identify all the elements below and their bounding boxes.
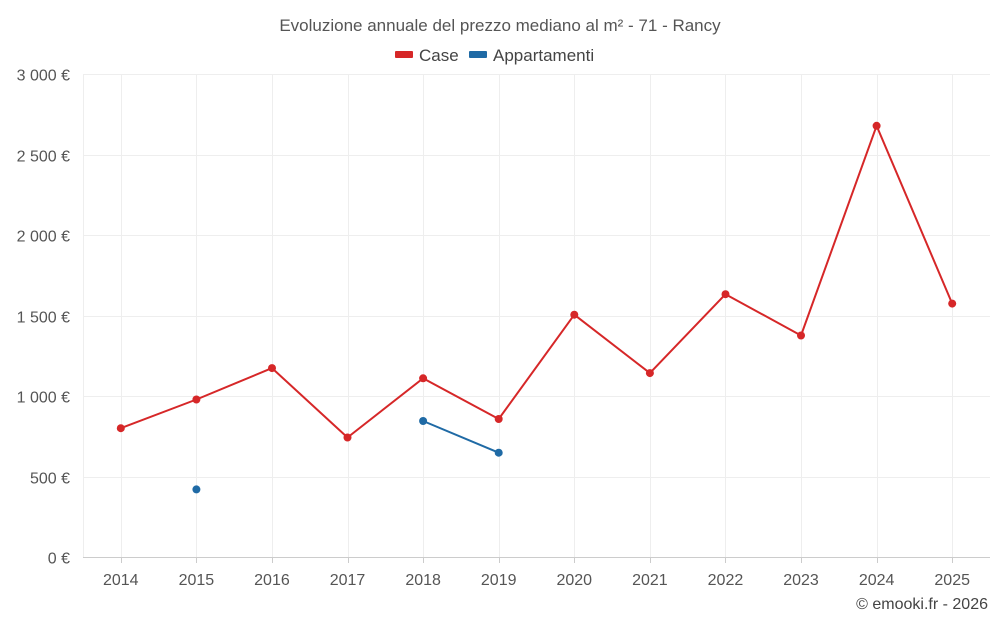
y-tick-label: 500 €: [30, 471, 70, 488]
x-tick-label: 2015: [179, 572, 215, 589]
x-tick-label: 2016: [254, 572, 290, 589]
y-tick-label: 2 000 €: [17, 229, 70, 246]
x-tick-label: 2024: [859, 572, 895, 589]
y-tick-label: 2 500 €: [17, 149, 70, 166]
data-point[interactable]: [494, 415, 503, 423]
data-point[interactable]: [419, 417, 428, 425]
legend-label-appartamenti[interactable]: Appartamenti: [493, 46, 594, 65]
data-point[interactable]: [419, 374, 428, 383]
y-tick-label: 0 €: [48, 551, 70, 568]
series-line: [119, 124, 954, 439]
grid: [83, 74, 990, 558]
data-point[interactable]: [721, 290, 730, 299]
x-tick-label: 2019: [481, 572, 517, 589]
data-point[interactable]: [948, 299, 957, 308]
data-point[interactable]: [192, 485, 201, 494]
data-point[interactable]: [116, 424, 125, 433]
data-point[interactable]: [192, 395, 201, 404]
data-point[interactable]: [268, 364, 276, 373]
x-tick-label: 2021: [632, 572, 668, 589]
series-case: [116, 121, 957, 442]
y-tick-label: 3 000 €: [17, 68, 70, 85]
series: [116, 121, 957, 494]
x-tick-label: 2025: [934, 572, 970, 589]
legend-label-case[interactable]: Case: [419, 46, 459, 65]
data-point[interactable]: [797, 331, 805, 340]
y-tick-label: 1 000 €: [17, 390, 70, 407]
x-tick-label: 2018: [405, 572, 441, 589]
x-tick-label: 2022: [708, 572, 744, 589]
x-tick-label: 2017: [330, 572, 366, 589]
axes: 0 € 500 € 1 000 € 1 500 € 2 000 € 2 500 € 3 00…: [17, 68, 970, 590]
data-point[interactable]: [570, 310, 579, 319]
chart-title: Evoluzione annuale del prezzo mediano al…: [279, 16, 721, 35]
legend-swatch-case: [395, 51, 413, 58]
legend-swatch-appartamenti: [469, 51, 487, 58]
x-tick-label: 2023: [783, 572, 819, 589]
data-point[interactable]: [343, 433, 352, 442]
series-line: [422, 420, 500, 454]
chart-legend: Case Appartamenti: [395, 46, 594, 65]
series-appartamenti: [192, 417, 503, 494]
x-tick-label: 2020: [556, 572, 592, 589]
x-tick-label: 2014: [103, 572, 139, 589]
credit-label: © emooki.fr - 2026: [856, 596, 988, 613]
data-point[interactable]: [645, 369, 654, 378]
data-point[interactable]: [494, 448, 503, 457]
data-point[interactable]: [872, 121, 881, 130]
y-tick-label: 1 500 €: [17, 310, 70, 327]
